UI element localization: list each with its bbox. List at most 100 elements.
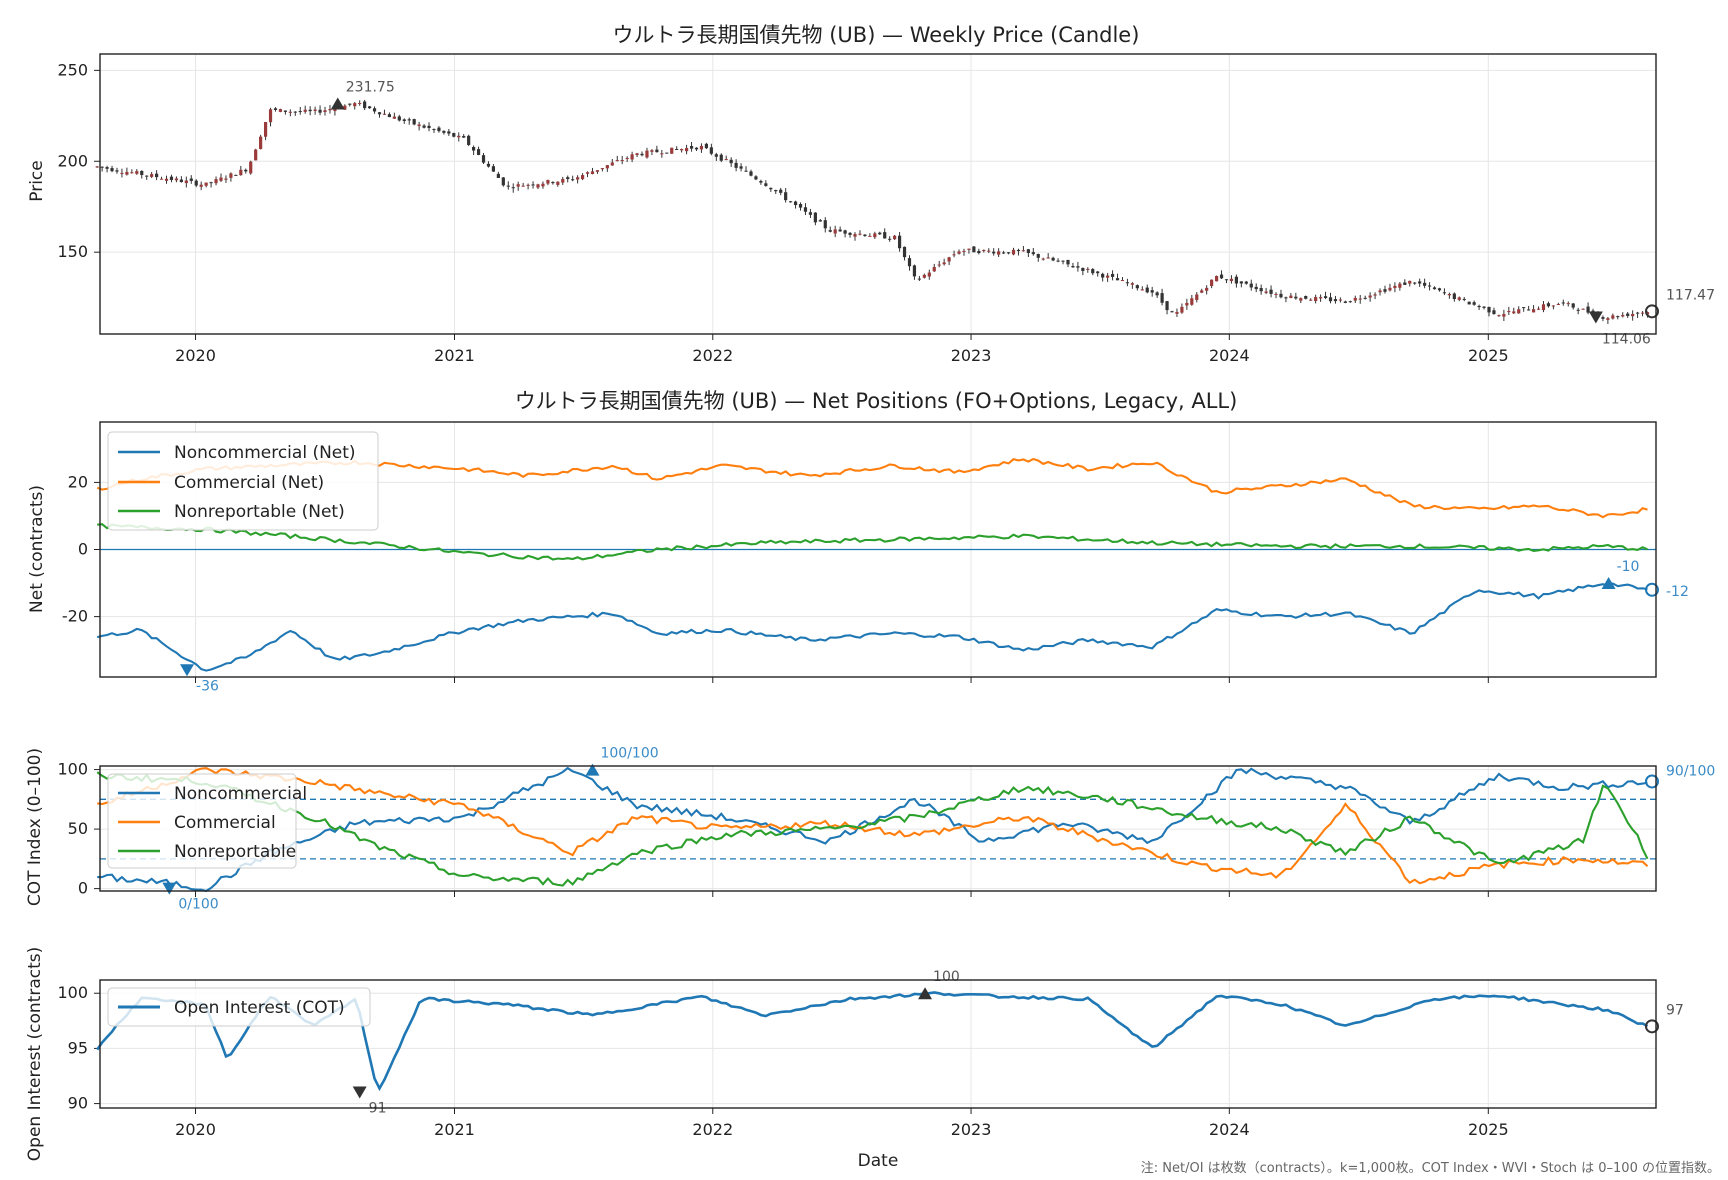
candle-body (536, 184, 540, 188)
candle-body (1546, 303, 1551, 307)
candle-body (902, 246, 907, 258)
candle-body (1541, 304, 1546, 311)
candle-body (1170, 311, 1174, 313)
candle-body (1328, 297, 1333, 302)
candle-body (704, 143, 709, 149)
y-tick-label: 50 (68, 819, 88, 838)
candle-body (922, 274, 926, 278)
candle-body (893, 235, 897, 240)
candle-body (1319, 297, 1323, 299)
candle-body (1115, 278, 1120, 281)
candle-body (125, 171, 129, 175)
candle-body (1210, 279, 1214, 287)
candle-body (407, 119, 411, 121)
x-tick-label: 2024 (1209, 346, 1250, 365)
y-tick-label: 200 (57, 151, 88, 170)
candle-body (1021, 250, 1026, 252)
candle-body (734, 162, 738, 168)
price-axes-frame (99, 53, 1657, 335)
candle-body (1259, 288, 1263, 292)
candle-body (95, 166, 99, 168)
min-label: 0/100 (178, 897, 218, 913)
x-tick-label: 2023 (951, 346, 992, 365)
candle-body (382, 113, 387, 115)
candle-body (1244, 281, 1248, 284)
candle-body (263, 122, 268, 137)
candle-body (1239, 281, 1243, 284)
low-label: 114.06 (1602, 332, 1651, 348)
candle-body (164, 178, 169, 181)
candle-body (447, 131, 451, 134)
candle-body (1284, 297, 1288, 299)
candle-body (868, 235, 872, 237)
candle-body (397, 116, 401, 121)
candle-body (1581, 308, 1585, 310)
candle-body (1378, 290, 1382, 293)
oi-legend-box (107, 987, 371, 1027)
candle-body (1636, 312, 1640, 314)
candle-body (1522, 307, 1526, 309)
max-marker (585, 763, 600, 776)
candle-body (1631, 314, 1635, 317)
series-line (97, 767, 1649, 885)
candle-body (1393, 285, 1397, 289)
candle-body (526, 184, 530, 186)
candle-body (1323, 296, 1328, 298)
candle-body (155, 173, 159, 178)
candle-body (506, 185, 510, 187)
candle-body (1423, 282, 1427, 286)
candle-body (516, 184, 520, 187)
candle-body (640, 153, 644, 156)
candle-body (1294, 296, 1298, 299)
candle-body (571, 179, 575, 181)
candle-body (739, 166, 743, 169)
candle-body (1279, 293, 1283, 298)
candle-body (1110, 273, 1115, 277)
candle-body (353, 103, 357, 107)
candle-body (1497, 315, 1501, 317)
candle-body (1561, 302, 1565, 304)
candle-body (1180, 306, 1184, 313)
cot-y-label: COT Index (0–100) (25, 748, 45, 906)
candle-body (283, 110, 287, 112)
candle-body (1264, 291, 1268, 293)
candle-body (724, 159, 728, 161)
candle-body (1145, 287, 1149, 293)
candle-body (1140, 289, 1144, 291)
y-tick-label: 90 (68, 1094, 88, 1113)
candle-body (779, 189, 783, 193)
y-tick-label: 100 (57, 983, 88, 1002)
candle-body (590, 171, 595, 175)
candle-body (843, 230, 847, 234)
candle-body (546, 180, 550, 184)
candle-body (1200, 290, 1204, 293)
candle-body (1640, 312, 1645, 314)
cot-legend-label: Commercial (174, 813, 276, 833)
candle-body (1175, 311, 1179, 314)
candle-body (472, 147, 476, 151)
candle-body (1214, 276, 1219, 282)
candle-body (1125, 282, 1130, 284)
candle-body (1338, 299, 1343, 301)
candle-body (318, 109, 322, 113)
candle-body (1219, 274, 1224, 279)
candle-body (1289, 295, 1293, 298)
y-tick-label: -20 (62, 607, 88, 626)
candle-body (1254, 286, 1258, 290)
candle-body (1205, 287, 1209, 291)
y-tick-label: 0 (78, 879, 88, 898)
candle-body (680, 149, 684, 151)
candle-body (140, 170, 144, 175)
candle-body (883, 232, 887, 239)
candle-body (541, 183, 545, 187)
candle-body (1086, 268, 1090, 270)
candle-body (372, 108, 377, 112)
candle-body (932, 267, 936, 272)
x-tick-label: 2021 (434, 346, 475, 365)
y-tick-label: 0 (78, 540, 88, 559)
max-label: 100/100 (600, 746, 658, 762)
candle-body (209, 182, 213, 184)
candle-body (897, 235, 902, 249)
candle-body (942, 262, 946, 265)
candle-body (1403, 282, 1407, 285)
